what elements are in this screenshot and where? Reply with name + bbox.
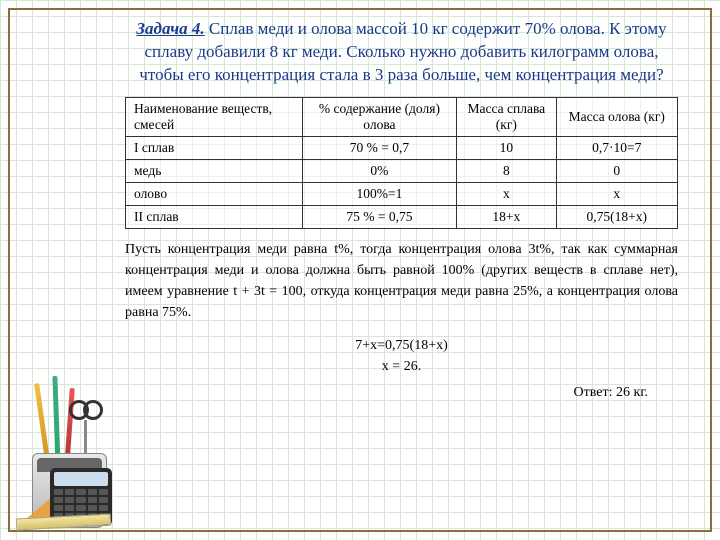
cell: 0% <box>302 159 457 182</box>
problem-text: Сплав меди и олова массой 10 кг содержит… <box>139 19 666 84</box>
cell: 75 % = 0,75 <box>302 205 457 228</box>
cell: x <box>556 182 677 205</box>
answer-text: Ответ: 26 кг. <box>125 385 678 401</box>
stationery-illustration <box>12 363 122 528</box>
cell: II сплав <box>126 205 303 228</box>
table-row: медь0%80 <box>126 159 678 182</box>
cell: 0 <box>556 159 677 182</box>
calc-line: 7+x=0,75(18+x) <box>355 338 448 353</box>
table-row: II сплав75 % = 0,7518+x0,75(18+x) <box>126 205 678 228</box>
table-row: I сплав70 % = 0,7100,7·10=7 <box>126 136 678 159</box>
cell: 8 <box>457 159 556 182</box>
cell: 10 <box>457 136 556 159</box>
table-header: Масса сплава (кг) <box>457 97 556 136</box>
cell: x <box>457 182 556 205</box>
table-header: % содержание (доля) олова <box>302 97 457 136</box>
cell: 100%=1 <box>302 182 457 205</box>
table-header: Масса олова (кг) <box>556 97 677 136</box>
calc-line: x = 26. <box>382 359 421 374</box>
explanation-text: Пусть концентрация меди равна t%, тогда … <box>125 239 678 323</box>
problem-title: Задача 4. <box>136 19 204 38</box>
cell: олово <box>126 182 303 205</box>
cell: I сплав <box>126 136 303 159</box>
data-table: Наименование веществ, смесей % содержани… <box>125 97 678 229</box>
calculation: 7+x=0,75(18+x) x = 26. <box>125 335 678 377</box>
cell: 0,7·10=7 <box>556 136 677 159</box>
cell: 18+x <box>457 205 556 228</box>
cell: 0,75(18+x) <box>556 205 677 228</box>
table-header-row: Наименование веществ, смесей % содержани… <box>126 97 678 136</box>
problem-statement: Задача 4. Сплав меди и олова массой 10 к… <box>125 18 678 87</box>
table-header: Наименование веществ, смесей <box>126 97 303 136</box>
cell: медь <box>126 159 303 182</box>
cell: 70 % = 0,7 <box>302 136 457 159</box>
table-row: олово100%=1xx <box>126 182 678 205</box>
